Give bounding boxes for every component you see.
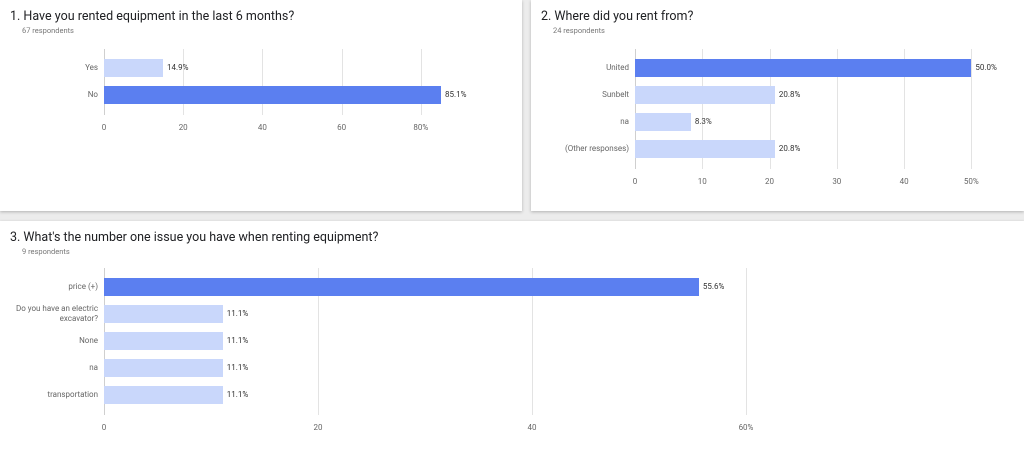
category-label: No <box>87 90 98 99</box>
grid-line <box>318 267 319 415</box>
category-label: transportation <box>47 390 98 399</box>
category-label: Yes <box>85 63 98 72</box>
value-label: 11.1% <box>226 309 249 318</box>
grid-line <box>420 48 422 115</box>
x-tick-label: 40 <box>257 122 267 132</box>
bar <box>635 113 691 131</box>
category-label: (Other responses) <box>565 144 629 153</box>
category-label: None <box>79 336 98 345</box>
category-label: na <box>620 117 629 126</box>
bar <box>104 386 223 404</box>
grid-line <box>341 48 343 115</box>
grid-line <box>702 48 704 169</box>
x-tick-label: 0 <box>101 122 107 132</box>
x-tick-label: 20 <box>765 176 775 186</box>
grid-line <box>262 48 264 115</box>
value-label: 8.3% <box>694 117 712 126</box>
grid-line <box>836 48 838 169</box>
category-label: Sunbelt <box>602 90 629 99</box>
value-label: 11.1% <box>226 336 249 345</box>
value-label: 11.1% <box>226 363 249 372</box>
category-label: Do you have an electric excavator? <box>15 304 98 323</box>
x-tick-label: 80% <box>413 122 429 132</box>
value-label: 85.1% <box>444 90 467 99</box>
x-tick-label: 0 <box>632 176 638 186</box>
respondents: 67 respondents <box>22 26 74 35</box>
x-tick-label: 10 <box>697 176 707 186</box>
grid-line <box>183 48 185 115</box>
grid-line <box>104 48 105 115</box>
card: 3. What's the number one issue you have … <box>0 221 1024 458</box>
bar <box>104 359 223 377</box>
bar <box>104 278 699 296</box>
chart-title: 3. What's the number one issue you have … <box>10 230 379 245</box>
bar <box>104 305 223 323</box>
category-label: na <box>89 363 98 372</box>
grid-line <box>904 48 906 169</box>
card: 1. Have you rented equipment in the last… <box>0 0 522 211</box>
respondents: 24 respondents <box>553 26 605 35</box>
x-tick-label: 40 <box>527 422 537 432</box>
chart-title: 1. Have you rented equipment in the last… <box>10 9 295 24</box>
bar <box>635 140 775 158</box>
grid-line <box>746 267 747 415</box>
value-label: 20.8% <box>778 144 801 153</box>
grid-line <box>971 48 973 169</box>
bar <box>635 86 775 104</box>
value-label: 14.9% <box>167 63 189 72</box>
category-label: price (+) <box>68 282 98 291</box>
bar <box>635 59 972 77</box>
chart-title: 2. Where did you rent from? <box>541 9 694 24</box>
x-tick-label: 30 <box>832 176 842 186</box>
x-tick-label: 60% <box>738 422 754 432</box>
value-label: 20.8% <box>778 90 801 99</box>
bar <box>104 59 163 77</box>
value-label: 11.1% <box>226 390 249 399</box>
bar <box>104 332 223 350</box>
grid-line <box>532 267 533 415</box>
x-tick-label: 40 <box>899 176 909 186</box>
x-tick-label: 60 <box>337 122 347 132</box>
bar <box>104 86 441 104</box>
value-label: 50.0% <box>975 63 997 72</box>
grid-line <box>769 48 771 169</box>
category-label: United <box>606 63 629 72</box>
value-label: 55.6% <box>702 282 725 291</box>
x-tick-label: 0 <box>101 422 107 432</box>
x-tick-label: 50% <box>963 176 979 186</box>
x-tick-label: 20 <box>313 422 323 432</box>
grid-line <box>635 48 636 169</box>
respondents: 9 respondents <box>22 247 70 256</box>
x-tick-label: 20 <box>178 122 188 132</box>
card: 2. Where did you rent from? 24 respondent… <box>531 0 1024 211</box>
